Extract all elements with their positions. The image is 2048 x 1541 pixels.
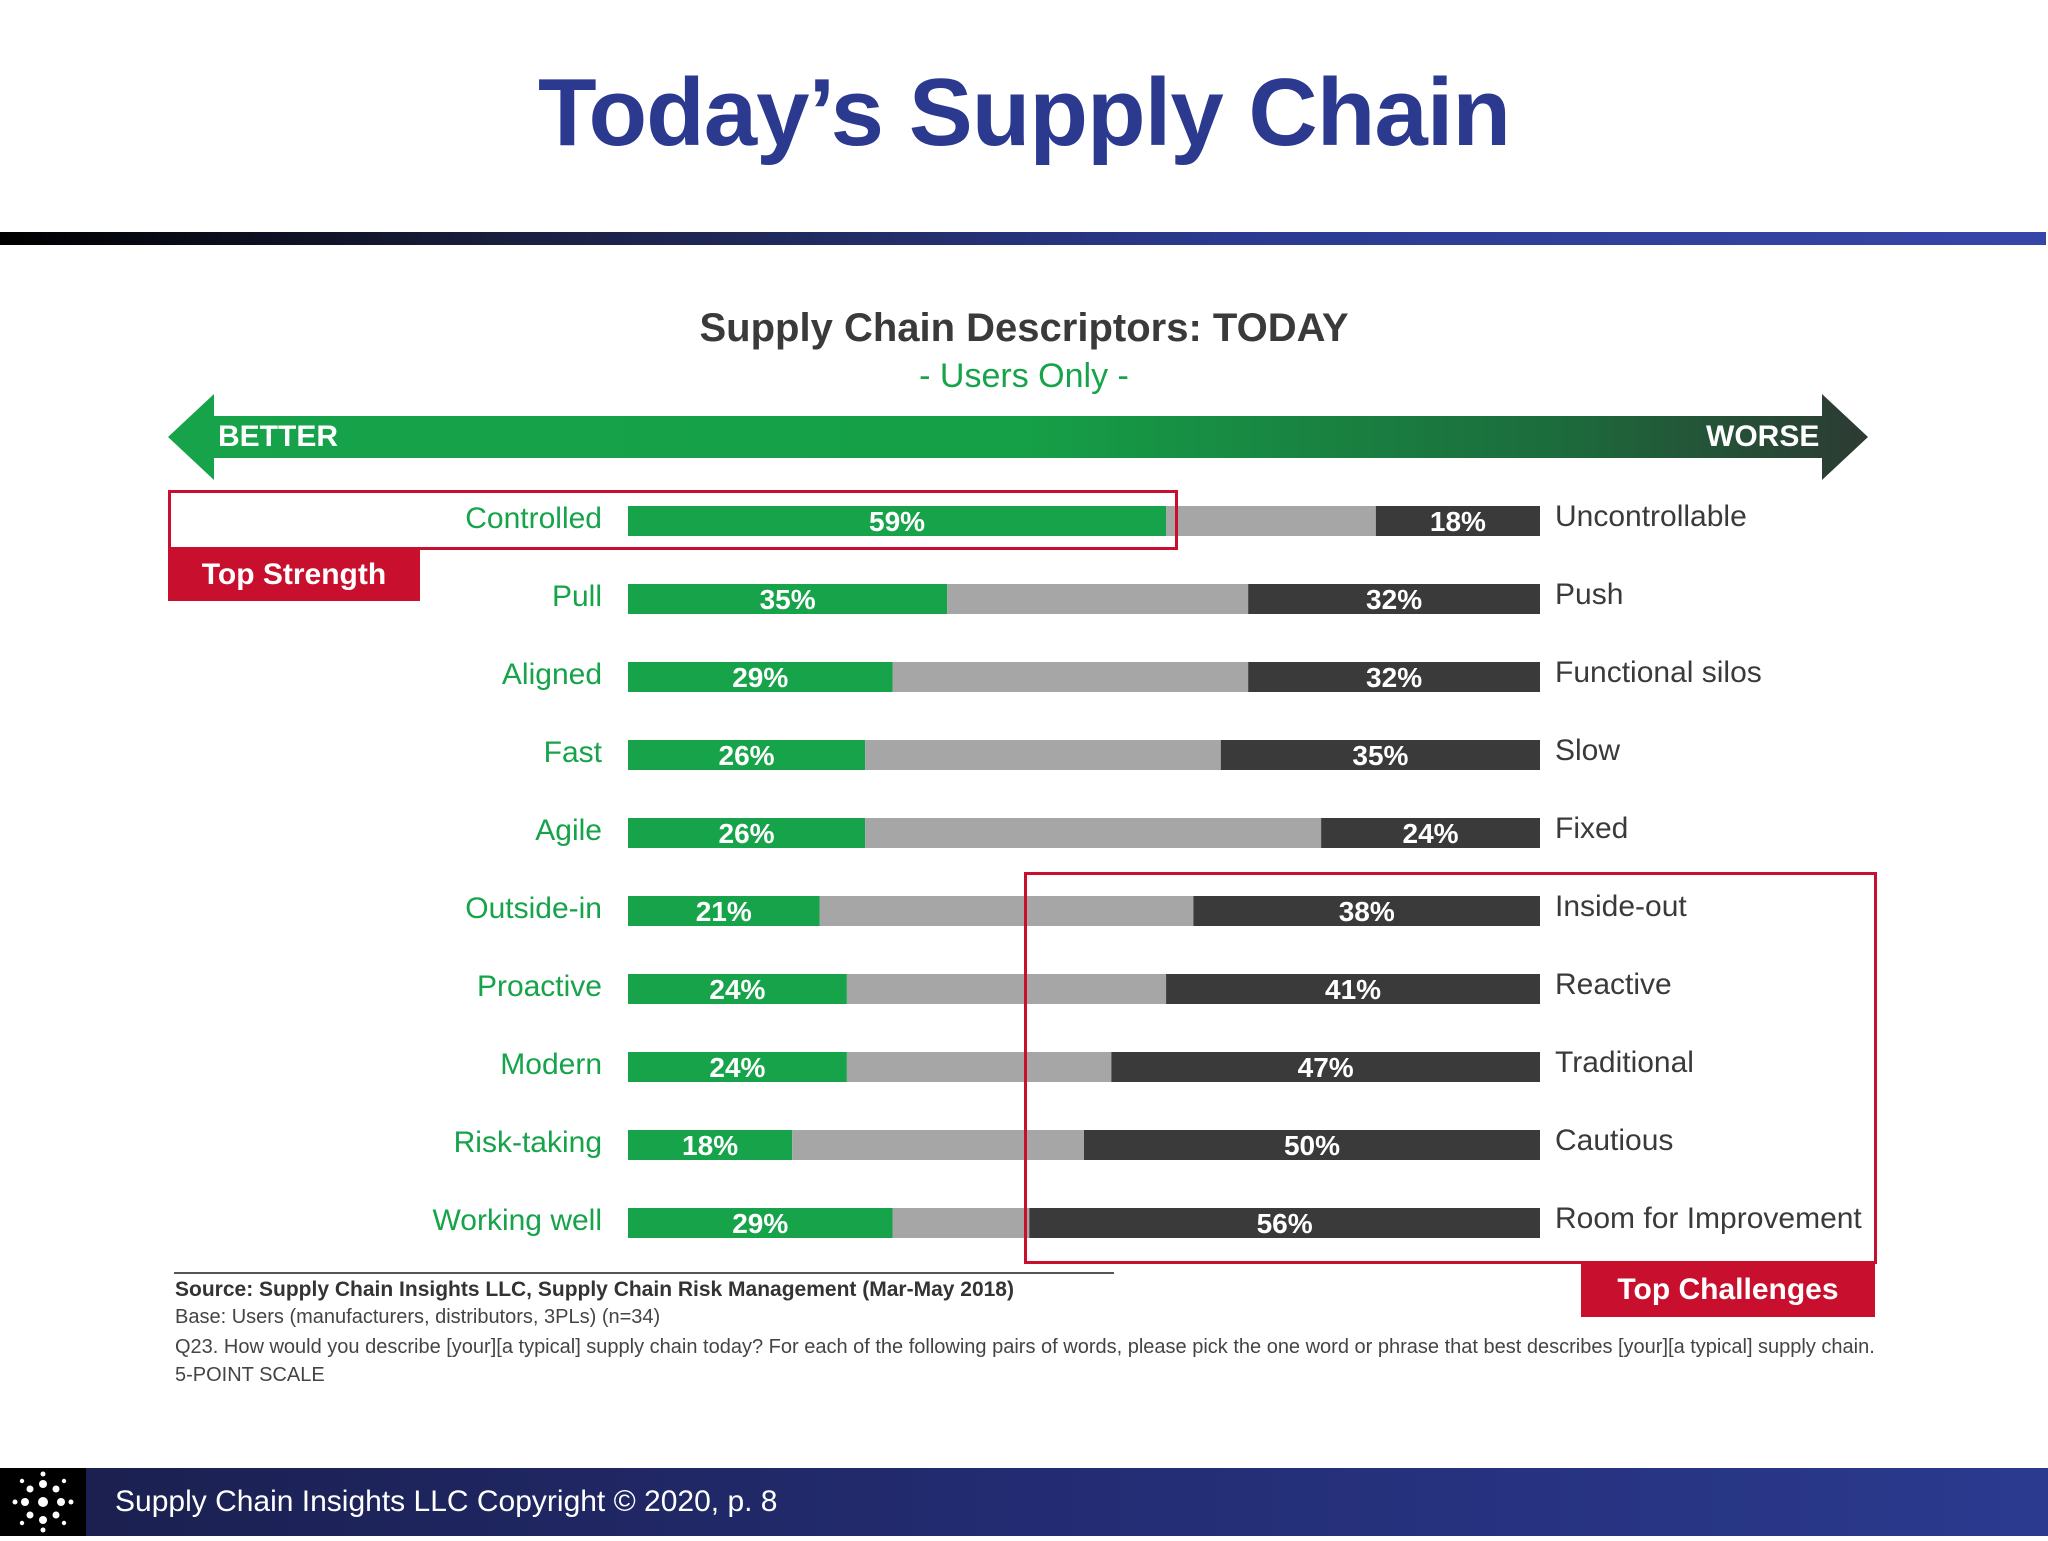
bar-worse: [1166, 974, 1540, 1004]
bar-better: [628, 818, 866, 848]
value-label-better: 59%: [869, 506, 925, 537]
row-label-better: Working well: [432, 1204, 603, 1237]
bar-better: [628, 584, 948, 614]
worse-label: WORSE: [1706, 420, 1820, 453]
row-label-better: Agile: [535, 814, 602, 847]
bar-better: [628, 974, 847, 1004]
bar-better: [628, 1130, 793, 1160]
value-label-worse: 32%: [1366, 584, 1422, 615]
row-label-worse: Fixed: [1555, 812, 1629, 845]
value-label-better: 18%: [682, 1130, 738, 1161]
value-label-worse: 24%: [1403, 818, 1459, 849]
value-label-better: 29%: [732, 662, 788, 693]
company-logo: [0, 1468, 86, 1536]
bar-better: [628, 662, 893, 692]
value-label-worse: 50%: [1284, 1130, 1340, 1161]
logo-icon: [12, 1471, 74, 1533]
top-strength-highlight-box: [168, 490, 1178, 550]
value-label-better: 21%: [696, 896, 752, 927]
top-challenges-highlight-box: [1024, 872, 1877, 1264]
value-label-better: 26%: [719, 818, 775, 849]
value-label-worse: 47%: [1298, 1052, 1354, 1083]
bar-worse: [1029, 1208, 1540, 1238]
value-label-better: 29%: [732, 1208, 788, 1239]
bar-neutral: [892, 662, 1249, 692]
bar-neutral: [819, 896, 1194, 926]
bar-worse: [1321, 818, 1540, 848]
row-label-better: Pull: [551, 580, 602, 613]
bar-neutral: [865, 740, 1221, 770]
row-label-worse: Uncontrollable: [1555, 500, 1747, 533]
row-label-worse: Functional silos: [1555, 656, 1762, 689]
bar-neutral: [846, 1052, 1112, 1082]
title-divider: [0, 232, 2046, 245]
value-label-worse: 18%: [1430, 506, 1486, 537]
row-label-worse: Push: [1555, 578, 1624, 611]
bar-neutral: [846, 974, 1167, 1004]
row-label-worse: Slow: [1555, 734, 1621, 767]
bar-neutral: [865, 818, 1322, 848]
row-label-better: Proactive: [476, 970, 602, 1003]
row-label-worse: Reactive: [1555, 968, 1672, 1001]
value-label-better: 24%: [709, 974, 765, 1005]
value-label-better: 35%: [760, 584, 816, 615]
bar-worse: [1084, 1130, 1540, 1160]
row-label-worse: Cautious: [1555, 1124, 1674, 1157]
row-label-better: Modern: [500, 1048, 602, 1081]
row-label-worse: Traditional: [1555, 1046, 1694, 1079]
bar-worse: [1111, 1052, 1540, 1082]
top-challenges-tag: Top Challenges: [1581, 1263, 1875, 1317]
value-label-worse: 35%: [1352, 740, 1408, 771]
row-label-better: Risk-taking: [453, 1126, 602, 1159]
question-note: Q23. How would you describe [your][a typ…: [175, 1336, 1875, 1386]
source-note: Source: Supply Chain Insights LLC, Suppl…: [175, 1278, 1014, 1301]
row-label-worse: Room for Improvement: [1555, 1202, 1862, 1235]
footer-copyright: Supply Chain Insights LLC Copyright © 20…: [115, 1485, 778, 1518]
value-label-better: 26%: [719, 740, 775, 771]
bar-worse: [1220, 740, 1540, 770]
better-worse-scale-arrow: [168, 394, 1868, 480]
bar-neutral: [1166, 506, 1376, 536]
slide-title: Today’s Supply Chain: [537, 59, 1511, 166]
value-label-better: 24%: [709, 1052, 765, 1083]
bar-neutral: [892, 1208, 1030, 1238]
top-strength-tag: Top Strength: [168, 549, 420, 601]
chart-title: Supply Chain Descriptors: TODAY: [699, 306, 1349, 350]
row-label-better: Controlled: [465, 502, 602, 535]
bar-better: [628, 506, 1167, 536]
bar-better: [628, 740, 866, 770]
row-label-better: Outside-in: [465, 892, 602, 925]
row-label-better: Aligned: [501, 658, 602, 691]
base-note: Base: Users (manufacturers, distributors…: [175, 1306, 661, 1328]
value-label-worse: 38%: [1339, 896, 1395, 927]
bar-better: [628, 896, 820, 926]
bar-better: [628, 1208, 893, 1238]
value-label-worse: 41%: [1325, 974, 1381, 1005]
bar-worse: [1248, 584, 1540, 614]
row-label-worse: Inside-out: [1555, 890, 1687, 923]
bar-worse: [1375, 506, 1540, 536]
value-label-worse: 56%: [1257, 1208, 1313, 1239]
bar-worse: [1193, 896, 1540, 926]
chart-subtitle: - Users Only -: [919, 357, 1129, 395]
footer-bar: Supply Chain Insights LLC Copyright © 20…: [0, 1468, 2048, 1536]
bar-neutral: [792, 1130, 1084, 1160]
bar-worse: [1248, 662, 1540, 692]
bar-better: [628, 1052, 847, 1082]
bar-neutral: [947, 584, 1249, 614]
row-label-better: Fast: [543, 736, 602, 769]
value-label-worse: 32%: [1366, 662, 1422, 693]
source-divider: [174, 1272, 1114, 1274]
better-label: BETTER: [218, 420, 338, 453]
